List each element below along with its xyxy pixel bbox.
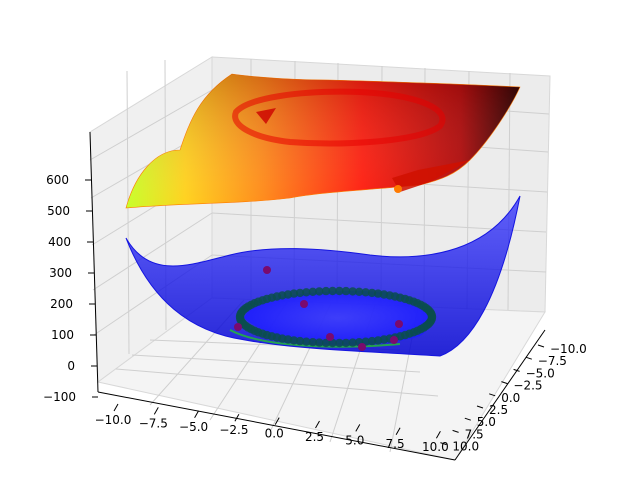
z-tick-label: 0 xyxy=(67,359,75,373)
x-tick-label: 0.0 xyxy=(265,427,284,441)
ring-point xyxy=(302,288,311,297)
ring-point xyxy=(361,288,370,297)
ring-point xyxy=(335,286,344,296)
upper-surface-notch-left xyxy=(256,108,276,124)
x-tick-mark xyxy=(234,413,240,422)
x-axis-ticks: −10.0 −7.5 −5.0 −2.5 0.0 2.5 5.0 7.5 10.0 xyxy=(95,403,449,454)
z-tick-label: 600 xyxy=(46,173,69,187)
ring-of-points xyxy=(235,286,437,348)
y-axis-ticks: −10.0−7.5−5.0−2.50.02.55.07.510.0 xyxy=(440,342,587,454)
y-tick-label: 10.0 xyxy=(452,440,479,454)
y-tick-mark xyxy=(525,356,532,360)
z-axis-ticks: −100 0 100 200 300 400 500 600 xyxy=(43,173,98,404)
lower-surface-inner xyxy=(244,291,433,345)
y-tick-label: −7.5 xyxy=(538,354,567,368)
ring-point xyxy=(335,338,344,348)
upper-surface-notch-right xyxy=(392,160,470,192)
x-tick-mark xyxy=(153,407,159,415)
y-tick-mark xyxy=(464,417,471,421)
x-tick-mark xyxy=(435,430,441,439)
x-axis-line xyxy=(97,391,456,461)
z-tick-label: 200 xyxy=(50,297,73,311)
y-tick-label: 5.0 xyxy=(477,415,496,429)
y-tick-label: −5.0 xyxy=(526,366,555,380)
x-tick-mark xyxy=(315,420,320,429)
y-tick-mark xyxy=(440,442,447,446)
x-tick-label: 5.0 xyxy=(345,433,364,447)
ring-point xyxy=(321,338,331,348)
ring-point xyxy=(341,338,351,348)
scatter-point xyxy=(326,333,334,341)
x-tick-mark xyxy=(113,403,119,412)
y-tick-mark xyxy=(452,429,459,433)
ring-point xyxy=(289,289,299,298)
upper-surface xyxy=(125,73,521,209)
z-tick-label: 400 xyxy=(48,235,71,249)
ring-point xyxy=(341,286,351,296)
upper-surface-trough xyxy=(232,88,446,147)
ring-point xyxy=(321,286,331,296)
y-tick-label: 0.0 xyxy=(501,391,520,405)
z-tick-label: 500 xyxy=(47,204,70,218)
x-tick-mark xyxy=(194,410,200,419)
x-tick-label: 10.0 xyxy=(422,440,449,454)
ring-point xyxy=(328,286,337,296)
scatter-point xyxy=(234,323,242,331)
x-tick-mark xyxy=(395,427,401,436)
scatter-point xyxy=(395,320,403,328)
ring-point xyxy=(308,338,317,347)
z-tick-label: 100 xyxy=(51,328,74,342)
y-axis-line xyxy=(454,329,546,461)
ring-point xyxy=(355,287,364,296)
ring-point xyxy=(367,336,377,346)
upper-surface-tip xyxy=(394,185,402,193)
x-tick-label: −10.0 xyxy=(95,413,132,427)
z-axis-line xyxy=(89,131,99,393)
ring-point xyxy=(308,287,317,296)
axis-lines xyxy=(89,131,546,461)
ring-point xyxy=(295,336,305,346)
x-tick-label: 7.5 xyxy=(386,437,405,451)
y-tick-label: 7.5 xyxy=(465,427,484,441)
ring-point xyxy=(302,337,311,346)
z-tick-label: 300 xyxy=(49,266,72,280)
y-tick-label: −10.0 xyxy=(550,342,587,356)
ring-point xyxy=(348,338,357,347)
y-tick-label: −2.5 xyxy=(513,379,542,393)
y-tick-mark xyxy=(476,405,484,409)
x-tick-mark xyxy=(274,417,280,425)
scatter-points xyxy=(234,266,403,351)
ring-point xyxy=(367,288,377,298)
z-tick-label: −100 xyxy=(43,390,76,404)
x-tick-label: −5.0 xyxy=(179,420,208,434)
scatter-point xyxy=(358,343,366,351)
x-tick-label: 2.5 xyxy=(305,430,324,444)
scatter-point xyxy=(300,300,308,308)
ring-point xyxy=(295,288,305,298)
x-tick-label: −2.5 xyxy=(219,423,248,437)
y-tick-mark xyxy=(513,368,520,372)
ring-point xyxy=(373,336,383,345)
y-tick-mark xyxy=(501,381,508,385)
x-tick-label: −7.5 xyxy=(139,416,168,430)
ring-point xyxy=(315,287,324,296)
ring-point xyxy=(427,311,436,320)
ring-point xyxy=(315,338,324,347)
y-tick-label: 2.5 xyxy=(489,403,508,417)
x-tick-mark xyxy=(355,424,361,432)
scatter-point xyxy=(263,266,271,274)
scatter-point xyxy=(390,336,398,344)
ring-point xyxy=(348,287,357,296)
y-tick-mark xyxy=(489,393,496,397)
y-tick-mark xyxy=(537,344,545,348)
